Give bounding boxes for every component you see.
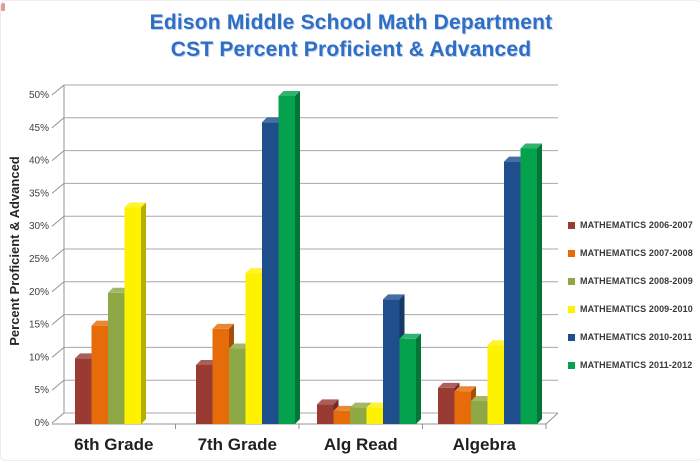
bar[interactable]: [124, 202, 147, 424]
legend-swatch-icon: [568, 277, 575, 285]
y-tick-label: 25%: [29, 254, 49, 265]
legend-swatch-icon: [568, 361, 575, 369]
legend-item[interactable]: MATHEMATICS 2011-2012: [568, 360, 700, 370]
y-tick-label: 30%: [29, 221, 49, 232]
y-tick-label: 20%: [29, 287, 49, 298]
legend-label: MATHEMATICS 2011-2012: [580, 360, 693, 370]
legend-item[interactable]: MATHEMATICS 2009-2010: [568, 304, 700, 314]
y-tick-label: 45%: [29, 123, 49, 134]
axis-depth-tick: [51, 379, 65, 391]
legend-item[interactable]: MATHEMATICS 2010-2011: [568, 332, 700, 342]
corner-artifact: [1, 3, 5, 11]
bar[interactable]: [399, 333, 422, 424]
y-tick-label: 10%: [29, 352, 49, 363]
legend-label: MATHEMATICS 2008-2009: [580, 276, 693, 286]
legend-swatch-icon: [568, 305, 575, 313]
y-tick-label: 0%: [35, 418, 50, 429]
x-category-label: 7th Grade: [198, 435, 277, 454]
legend-swatch-icon: [568, 221, 575, 229]
y-tick-label: 40%: [29, 156, 49, 167]
y-tick-label: 35%: [29, 188, 49, 199]
x-category-label: Alg Read: [324, 435, 398, 454]
axis-depth-tick: [51, 150, 65, 161]
bar[interactable]: [520, 143, 543, 425]
legend-item[interactable]: MATHEMATICS 2006-2007: [568, 220, 700, 230]
axis-depth-tick: [51, 117, 65, 129]
legend-swatch-icon: [568, 249, 575, 257]
legend-label: MATHEMATICS 2007-2008: [580, 248, 693, 258]
axis-depth-tick: [51, 248, 65, 260]
y-tick-label: 15%: [29, 320, 49, 331]
axis-depth-tick: [51, 84, 65, 96]
legend-swatch-icon: [568, 333, 575, 341]
axis-depth-tick: [51, 347, 65, 358]
chart-title-line1: Edison Middle School Math Department: [149, 11, 553, 34]
x-category-label: Algebra: [453, 435, 517, 454]
legend-label: MATHEMATICS 2006-2007: [580, 220, 693, 230]
x-category-label: 6th Grade: [74, 435, 153, 454]
bar[interactable]: [278, 91, 301, 424]
y-tick-label: 5%: [35, 385, 50, 396]
legend-label: MATHEMATICS 2009-2010: [580, 304, 693, 314]
axis-depth-tick: [51, 215, 65, 227]
axis-depth-tick: [51, 183, 65, 194]
axis-depth-tick: [51, 412, 65, 424]
y-tick-label: 50%: [29, 90, 49, 101]
chart-title: Edison Middle School Math Department CST…: [1, 9, 700, 63]
legend-item[interactable]: MATHEMATICS 2007-2008: [568, 248, 700, 258]
legend: MATHEMATICS 2006-2007 MATHEMATICS 2007-20…: [568, 220, 700, 370]
legend-label: MATHEMATICS 2010-2011: [580, 332, 693, 342]
chart-title-line2: CST Percent Proficient & Advanced: [170, 38, 532, 61]
axis-depth-tick: [51, 281, 65, 293]
axis-depth-tick: [51, 314, 65, 325]
legend-item[interactable]: MATHEMATICS 2008-2009: [568, 276, 700, 286]
